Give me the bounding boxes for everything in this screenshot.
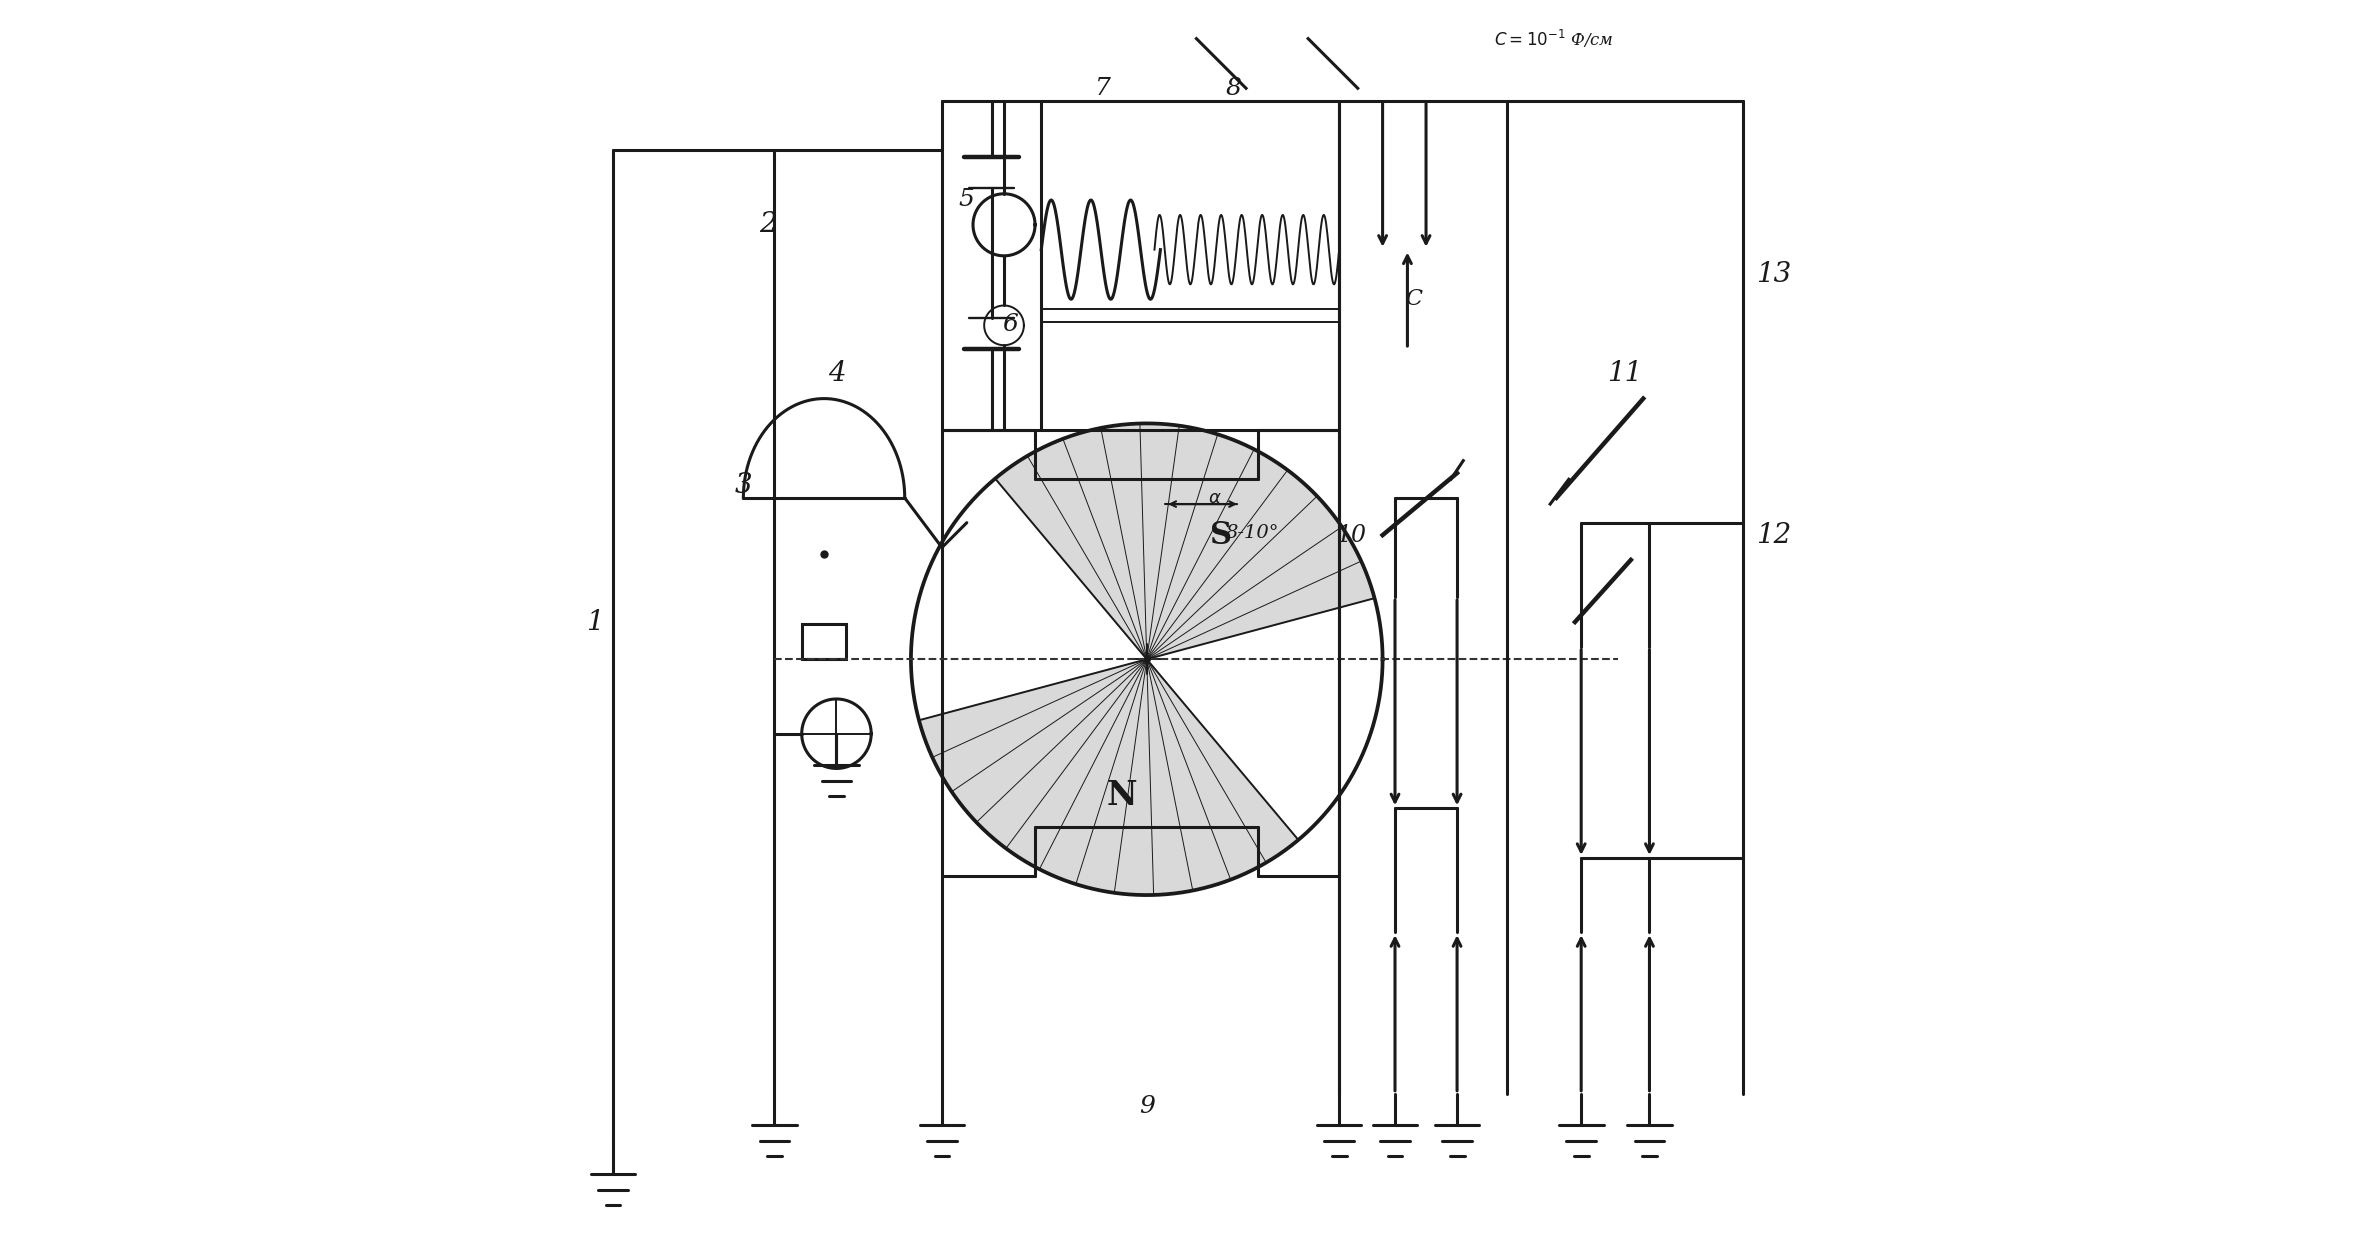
Text: $\alpha$: $\alpha$ bbox=[1208, 489, 1222, 506]
Text: S: S bbox=[1210, 520, 1231, 551]
Text: C: C bbox=[1404, 289, 1423, 310]
Text: 3: 3 bbox=[734, 471, 753, 499]
Text: 6: 6 bbox=[1002, 312, 1018, 336]
Text: 4: 4 bbox=[829, 361, 845, 387]
Text: N: N bbox=[1106, 779, 1137, 812]
Text: 10: 10 bbox=[1336, 524, 1366, 546]
Text: 1: 1 bbox=[585, 608, 604, 636]
Text: 8-10°: 8-10° bbox=[1227, 524, 1279, 541]
Text: 12: 12 bbox=[1757, 521, 1790, 549]
Text: 5: 5 bbox=[959, 189, 976, 211]
Bar bbox=[803, 624, 845, 659]
Text: 9: 9 bbox=[1139, 1095, 1156, 1117]
Text: 7: 7 bbox=[1096, 77, 1111, 100]
Text: 2: 2 bbox=[760, 211, 777, 239]
Polygon shape bbox=[995, 423, 1373, 659]
Text: $C = 10^{-1}$ Ф/см: $C = 10^{-1}$ Ф/см bbox=[1494, 27, 1615, 50]
Text: 11: 11 bbox=[1608, 361, 1643, 387]
Text: 13: 13 bbox=[1757, 261, 1790, 287]
Text: 8: 8 bbox=[1227, 77, 1241, 100]
Polygon shape bbox=[919, 659, 1298, 894]
